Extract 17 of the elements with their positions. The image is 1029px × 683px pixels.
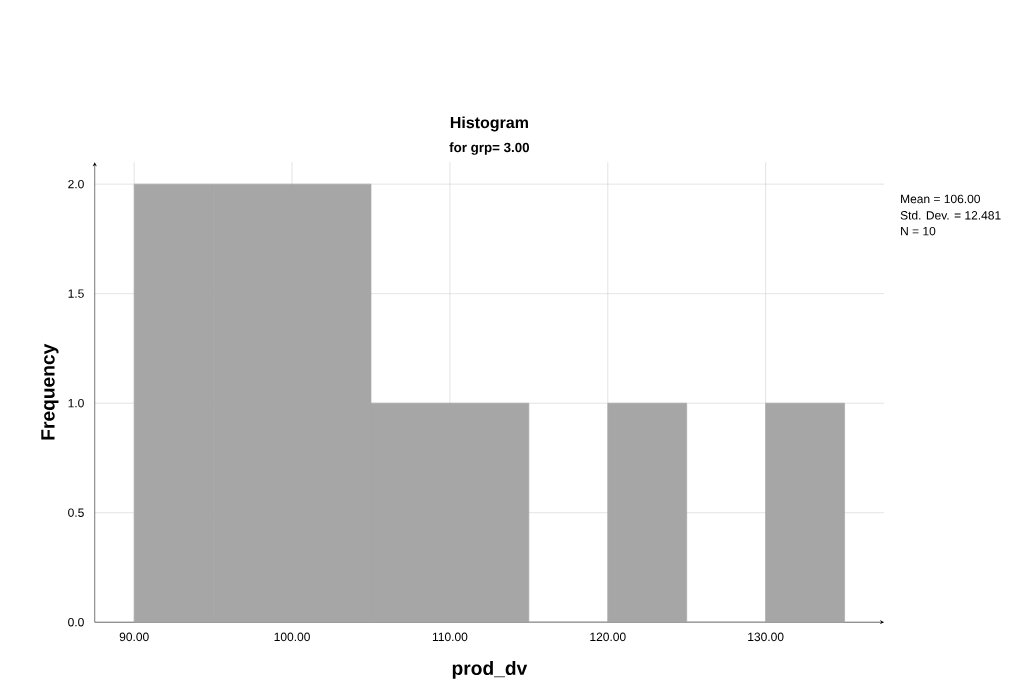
text: Mean = 106.00 xyxy=(901,194,981,204)
y-tick-label: 0.0 xyxy=(68,617,84,627)
x-tick-label: 130.00 xyxy=(748,632,784,641)
y-tick-label: 0.5 xyxy=(68,508,84,517)
y-tick-label: 2.0 xyxy=(68,179,84,189)
chart-subtitle: for grp= 3.00 xyxy=(449,142,530,155)
x-tick-label: 110.00 xyxy=(432,632,468,641)
x-tick-label: 100.00 xyxy=(274,632,310,641)
x-tick-label: 90.00 xyxy=(119,632,149,641)
y-tick-label: 1.5 xyxy=(68,289,84,298)
text: N = 10 xyxy=(901,226,936,236)
chart-title: Histogram xyxy=(450,116,528,132)
text: Std. Dev. = 12.481 xyxy=(900,210,1001,220)
x-tick-label: 120.00 xyxy=(590,632,626,641)
y-axis-title: Frequency xyxy=(41,343,59,440)
x-axis-title: prod_dv xyxy=(452,660,528,679)
y-tick-label: 1.0 xyxy=(68,398,84,408)
